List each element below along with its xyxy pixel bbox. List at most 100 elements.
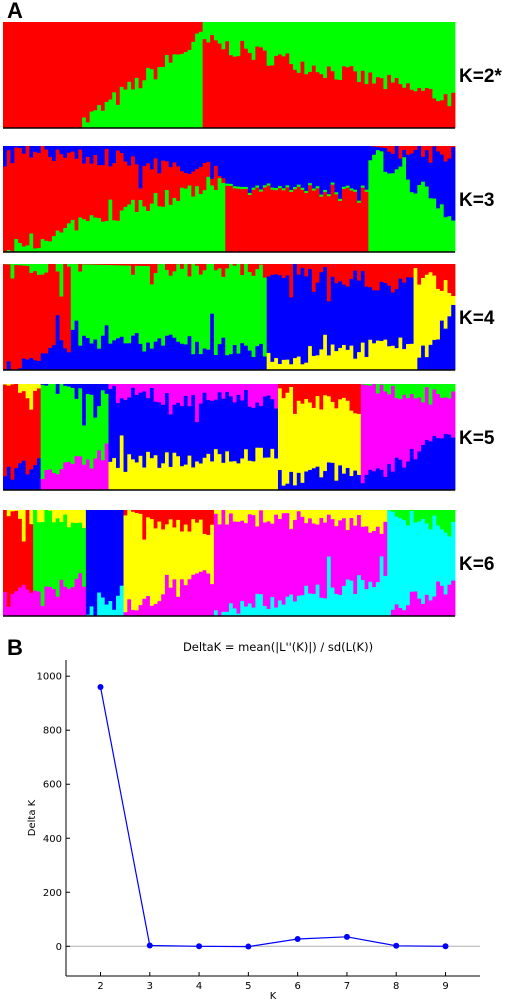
admixture-bar-segment <box>195 265 200 343</box>
admixture-bar-segment <box>116 146 121 151</box>
k-label: K=4 <box>459 308 495 329</box>
admixture-bar-segment <box>402 149 407 158</box>
admixture-bar-segment <box>244 22 249 49</box>
admixture-bar-segment <box>229 513 234 604</box>
admixture-bar-segment <box>436 384 441 395</box>
admixture-bar-segment <box>149 348 155 371</box>
admixture-bar-segment <box>40 22 45 129</box>
admixture-bar-segment <box>14 264 19 266</box>
admixture-bar-segment <box>274 264 279 275</box>
admixture-bar-segment <box>78 522 83 574</box>
admixture-bar-segment <box>29 233 34 253</box>
admixture-bar-segment <box>55 230 60 253</box>
admixture-bar-segment <box>357 146 362 201</box>
admixture-bar-segment <box>439 397 445 439</box>
admixture-bar-segment <box>108 264 113 266</box>
admixture-bar-segment <box>251 384 256 409</box>
admixture-bar-segment <box>36 264 42 276</box>
admixture-bar-segment <box>70 387 75 465</box>
admixture-bar-segment <box>330 22 335 72</box>
admixture-bar-segment <box>379 533 384 557</box>
admixture-bar-segment <box>229 183 234 187</box>
admixture-bar-segment <box>225 451 230 491</box>
admixture-bar-segment <box>63 157 68 229</box>
admixture-bar-segment <box>436 525 441 582</box>
admixture-bar-segment <box>315 466 320 491</box>
admixture-bar-segment <box>82 335 87 371</box>
admixture-bar-segment <box>375 77 381 129</box>
admixture-bar-segment <box>59 510 64 523</box>
admixture-bar-segment <box>18 518 23 588</box>
admixture-bar-segment <box>289 146 294 191</box>
admixture-bar-segment <box>21 22 26 129</box>
admixture-bar-segment <box>259 22 264 48</box>
admixture-bar-segment <box>82 22 87 118</box>
admixture-bar-segment <box>134 164 139 213</box>
admixture-bar-segment <box>345 400 350 469</box>
admixture-bar-segment <box>153 264 158 274</box>
admixture-bar-segment <box>304 22 309 75</box>
admixture-bar-segment <box>266 510 271 522</box>
admixture-bar-segment <box>116 384 121 404</box>
admixture-bar-segment <box>134 462 139 491</box>
admixture-bar-segment <box>232 402 237 462</box>
admixture-bar-segment <box>236 186 241 190</box>
admixture-bar-segment <box>424 384 430 388</box>
admixture-bar-segment <box>176 402 181 457</box>
admixture-bar-segment <box>142 266 147 352</box>
admixture-bar-segment <box>63 348 68 371</box>
admixture-bar-segment <box>323 384 328 396</box>
admixture-bar-segment <box>149 69 155 129</box>
admixture-bar-segment <box>172 197 177 253</box>
admixture-bar-segment <box>112 92 117 129</box>
admixture-bar-segment <box>225 384 230 393</box>
admixture-bar-segment <box>229 603 234 617</box>
admixture-bar-segment <box>304 585 309 617</box>
admixture-bar-segment <box>439 264 445 292</box>
admixture-bar-segment <box>281 398 286 486</box>
admixture-bar-segment <box>417 88 422 129</box>
admixture-bar-segment <box>326 462 332 491</box>
admixture-bar-segment <box>308 185 313 253</box>
admixture-bar-segment <box>14 510 19 512</box>
admixture-bar-segment <box>390 510 396 513</box>
admixture-bar-segment <box>364 146 369 190</box>
admixture-bar-segment <box>59 22 64 129</box>
admixture-bar-segment <box>266 395 271 458</box>
admixture-bar-segment <box>300 267 305 365</box>
admixture-bar-segment <box>202 392 207 459</box>
admixture-bar-segment <box>398 84 403 129</box>
admixture-bar-segment <box>191 22 196 43</box>
admixture-bar-segment <box>285 483 290 491</box>
admixture-bar-segment <box>266 65 271 129</box>
admixture-bar-segment <box>443 161 448 218</box>
admixture-bar-segment <box>112 340 117 371</box>
admixture-bar-segment <box>21 510 26 542</box>
admixture-bar-segment <box>240 189 245 253</box>
admixture-bar-segment <box>6 385 11 468</box>
admixture-bar-segment <box>413 268 418 371</box>
admixture-bar-segment <box>236 146 241 187</box>
admixture-bar-segment <box>221 510 226 613</box>
admixture-bar-segment <box>70 146 75 152</box>
admixture-bar-segment <box>451 391 456 438</box>
admixture-bar-segment <box>349 264 354 280</box>
admixture-bar-segment <box>225 611 230 617</box>
admixture-bar-segment <box>247 264 252 273</box>
admixture-bar-segment <box>6 384 11 386</box>
admixture-bar-segment <box>89 264 94 265</box>
admixture-bar-segment <box>85 146 91 158</box>
admixture-bar-segment <box>29 409 34 470</box>
admixture-bar-segment <box>108 146 113 167</box>
admixture-bar-segment <box>285 513 290 598</box>
admixture-bar-segment <box>153 273 158 342</box>
admixture-bar-segment <box>300 187 305 191</box>
admixture-bar-segment <box>157 601 162 617</box>
admixture-bar-segment <box>82 163 87 220</box>
admixture-bar-segment <box>413 91 418 129</box>
admixture-bar-segment <box>387 394 392 465</box>
admixture-bar-segment <box>78 146 83 150</box>
admixture-bar-segment <box>138 510 143 515</box>
admixture-bar-segment <box>247 52 252 129</box>
admixture-bar-segment <box>229 354 234 371</box>
